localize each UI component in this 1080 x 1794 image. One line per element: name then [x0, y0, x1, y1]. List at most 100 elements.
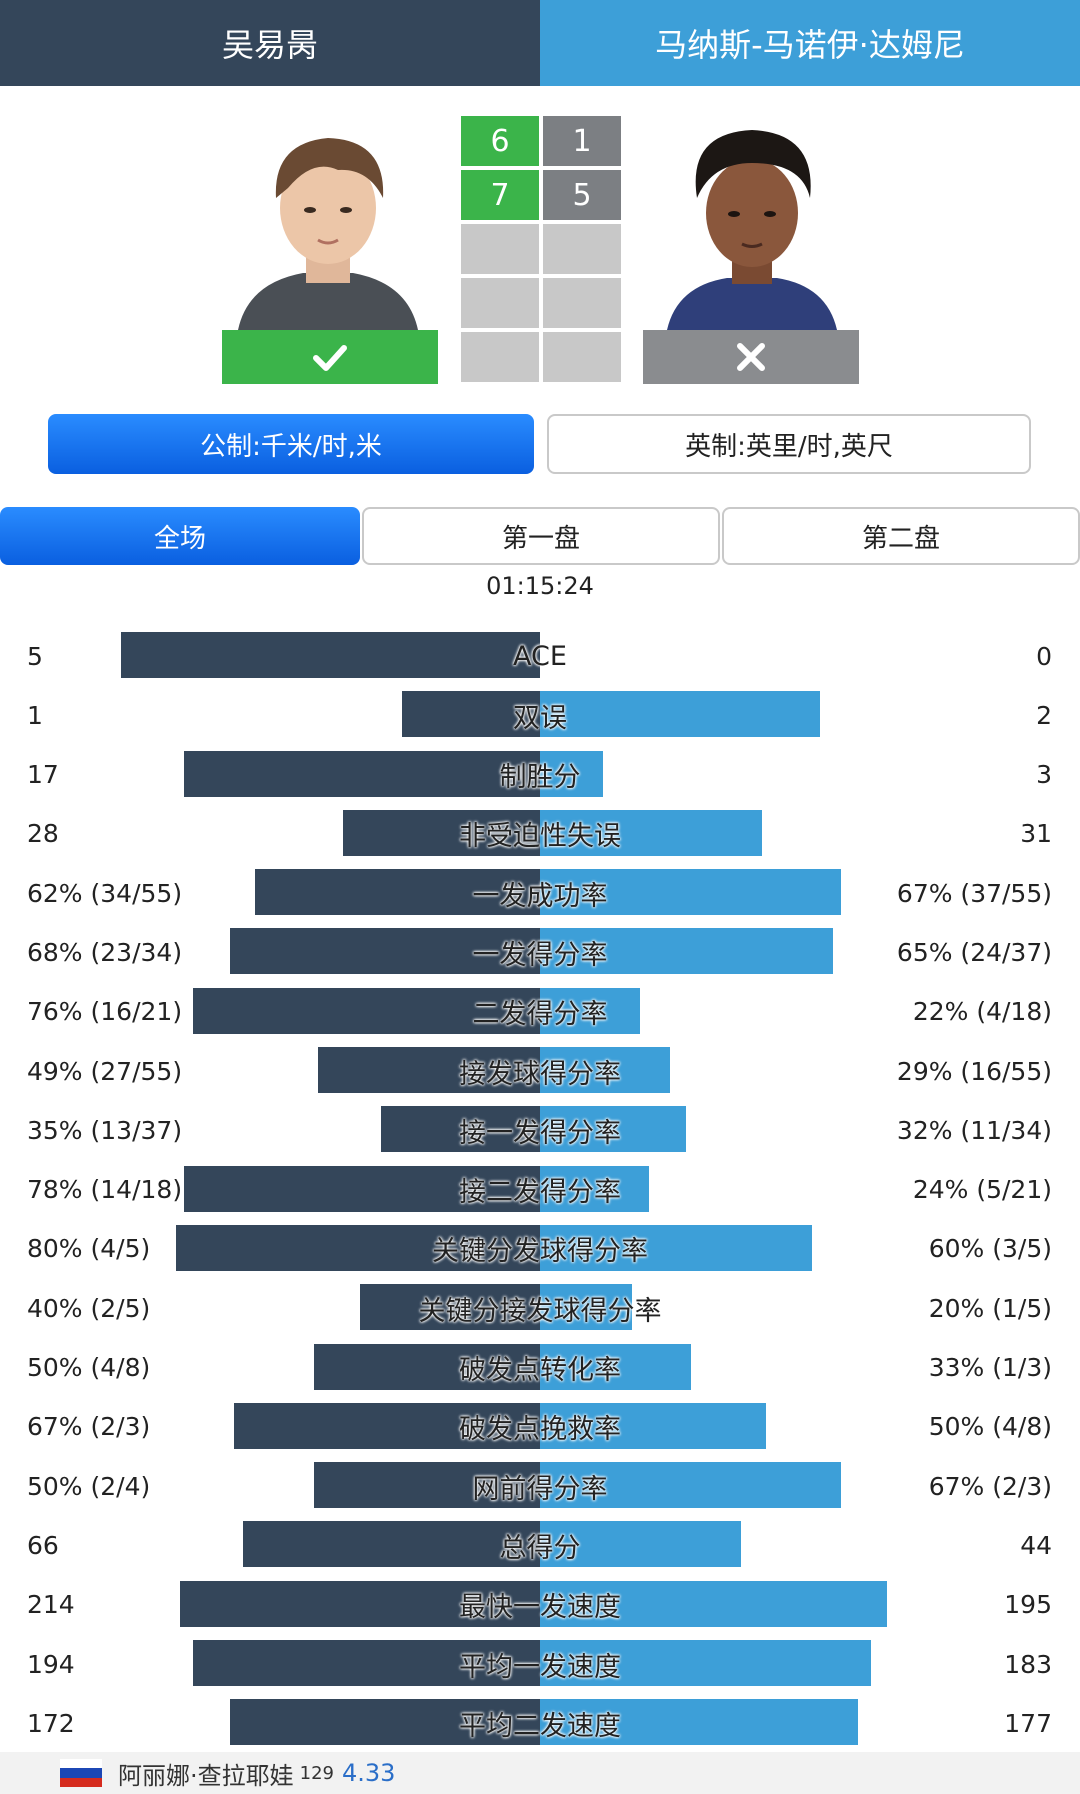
- player2-stat-value: 67% (2/3): [928, 1471, 1052, 1501]
- player1-stat-bar: [121, 632, 540, 678]
- stat-label: 制胜分: [499, 762, 581, 794]
- player1-stat-bar: [234, 1402, 540, 1449]
- player2-avatar[interactable]: [642, 118, 862, 330]
- player1-stat-value: 17: [27, 760, 59, 790]
- stat-label: 最快一发速度: [459, 1592, 621, 1624]
- player2-stat-bar: [540, 869, 841, 916]
- stat-row: 35% (13/37) 32% (11/34) 接一发得分率: [0, 1102, 1080, 1161]
- stat-label: 一发得分率: [472, 939, 608, 971]
- player1-stat-bar: [243, 1521, 540, 1568]
- player2-stat-bar: [540, 1106, 686, 1153]
- player1-name[interactable]: 吴易昺: [0, 0, 540, 86]
- player2-stat-bar: [540, 1462, 841, 1509]
- imperial-unit-button[interactable]: 英制:英里/时,英尺: [547, 414, 1031, 474]
- player2-stat-value: 20% (1/5): [928, 1293, 1052, 1323]
- match-header: 吴易昺 马纳斯-马诺伊·达姆尼: [0, 0, 1080, 86]
- player1-stat-value: 62% (34/55): [27, 878, 183, 908]
- p1-set1-score: 6: [461, 116, 539, 166]
- p1-set2-score: 7: [461, 170, 539, 220]
- player1-stat-value: 28: [27, 819, 59, 849]
- stat-row: 5 0 ACE: [0, 628, 1080, 687]
- stat-label: 关键分发球得分率: [432, 1236, 648, 1268]
- player2-stat-bar: [540, 1165, 649, 1212]
- stat-label: ACE: [513, 640, 567, 672]
- player1-stat-bar: [184, 1165, 540, 1212]
- stat-row: 78% (14/18) 24% (5/21) 接二发得分率: [0, 1162, 1080, 1221]
- cross-icon: [737, 343, 765, 371]
- player1-avatar[interactable]: [218, 118, 438, 330]
- player1-stat-value: 66: [27, 1530, 59, 1560]
- player1-stat-bar: [180, 1580, 540, 1627]
- stat-row: 62% (34/55) 67% (37/55) 一发成功率: [0, 865, 1080, 924]
- player2-stat-value: 29% (16/55): [896, 1056, 1052, 1086]
- stat-label: 非受迫性失误: [459, 821, 621, 853]
- player1-stat-bar: [255, 869, 540, 916]
- player2-stat-value: 195: [1004, 1590, 1052, 1620]
- stat-row: 214 195 最快一发速度: [0, 1577, 1080, 1636]
- player2-stat-value: 60% (3/5): [928, 1234, 1052, 1264]
- player1-stat-bar: [381, 1106, 540, 1153]
- player2-stat-value: 31: [1020, 819, 1052, 849]
- player1-stat-value: 49% (27/55): [27, 1056, 183, 1086]
- stat-label: 双误: [513, 702, 567, 734]
- stat-row: 49% (27/55) 29% (16/55) 接发球得分率: [0, 1043, 1080, 1102]
- stat-label: 一发成功率: [472, 880, 608, 912]
- player1-stat-bar: [314, 1343, 540, 1390]
- player2-stat-bar: [540, 1521, 741, 1568]
- player2-result-badge: [643, 330, 859, 384]
- p1-set4-score: [461, 278, 539, 328]
- player1-stat-value: 35% (13/37): [27, 1115, 183, 1145]
- check-icon: [313, 345, 347, 371]
- player2-stat-value: 22% (4/18): [912, 997, 1052, 1027]
- player2-stat-bar: [540, 1640, 871, 1687]
- stat-label: 接一发得分率: [459, 1117, 621, 1149]
- player1-stat-bar: [230, 1699, 540, 1746]
- player1-stat-value: 40% (2/5): [27, 1293, 151, 1323]
- stat-label: 总得分: [499, 1532, 581, 1564]
- player1-stat-bar: [360, 1284, 540, 1331]
- stat-row: 28 31 非受迫性失误: [0, 806, 1080, 865]
- stat-label: 平均二发速度: [459, 1710, 621, 1742]
- p1-set3-score: [461, 224, 539, 274]
- stat-row: 67% (2/3) 50% (4/8) 破发点挽救率: [0, 1399, 1080, 1458]
- player1-stat-value: 80% (4/5): [27, 1234, 151, 1264]
- player2-name[interactable]: 马纳斯-马诺伊·达姆尼: [540, 0, 1080, 86]
- tab-set2[interactable]: 第二盘: [722, 507, 1080, 565]
- player2-stat-value: 33% (1/3): [928, 1353, 1052, 1383]
- player1-stat-value: 1: [27, 700, 43, 730]
- p2-set1-score: 1: [543, 116, 621, 166]
- player2-stat-value: 32% (11/34): [896, 1115, 1052, 1145]
- p1-set5-score: [461, 332, 539, 382]
- tab-set1[interactable]: 第一盘: [362, 507, 720, 565]
- player1-stat-bar: [193, 1640, 540, 1687]
- tab-all-match[interactable]: 全场: [0, 507, 360, 565]
- p2-set2-score: 5: [543, 170, 621, 220]
- player2-stat-value: 65% (24/37): [896, 937, 1052, 967]
- stat-label: 破发点挽救率: [459, 1414, 621, 1446]
- stat-row: 17 3 制胜分: [0, 747, 1080, 806]
- player2-stat-bar: [540, 1284, 632, 1331]
- next-list-item[interactable]: 阿丽娜·查拉耶娃 129 4.33: [0, 1752, 1080, 1794]
- stat-row: 68% (23/34) 65% (24/37) 一发得分率: [0, 924, 1080, 983]
- player1-stat-bar: [193, 987, 540, 1034]
- player2-stat-value: 24% (5/21): [912, 1175, 1052, 1205]
- player2-stat-bar: [540, 1402, 766, 1449]
- player1-stat-value: 68% (23/34): [27, 937, 183, 967]
- player2-stat-value: 183: [1004, 1649, 1052, 1679]
- set-score-grid: 6 1 7 5: [461, 116, 621, 384]
- stat-row: 50% (2/4) 67% (2/3) 网前得分率: [0, 1458, 1080, 1517]
- metric-unit-button[interactable]: 公制:千米/时,米: [48, 414, 534, 474]
- p2-set3-score: [543, 224, 621, 274]
- player2-stat-value: 50% (4/8): [928, 1412, 1052, 1442]
- player1-stat-value: 172: [27, 1708, 75, 1738]
- stat-row: 172 177 平均二发速度: [0, 1695, 1080, 1754]
- p2-set5-score: [543, 332, 621, 382]
- player2-stat-value: 0: [1036, 641, 1052, 671]
- p2-set4-score: [543, 278, 621, 328]
- stats-list: 5 0 ACE 1 2 双误 17 3 制胜分 28 31 非受迫性失误 62% (34/55) 67% …: [0, 628, 1080, 1755]
- player1-stat-value: 214: [27, 1590, 75, 1620]
- player1-stat-value: 194: [27, 1649, 75, 1679]
- player2-stat-value: 2: [1036, 700, 1052, 730]
- stat-row: 76% (16/21) 22% (4/18) 二发得分率: [0, 984, 1080, 1043]
- player2-stat-bar: [540, 1699, 858, 1746]
